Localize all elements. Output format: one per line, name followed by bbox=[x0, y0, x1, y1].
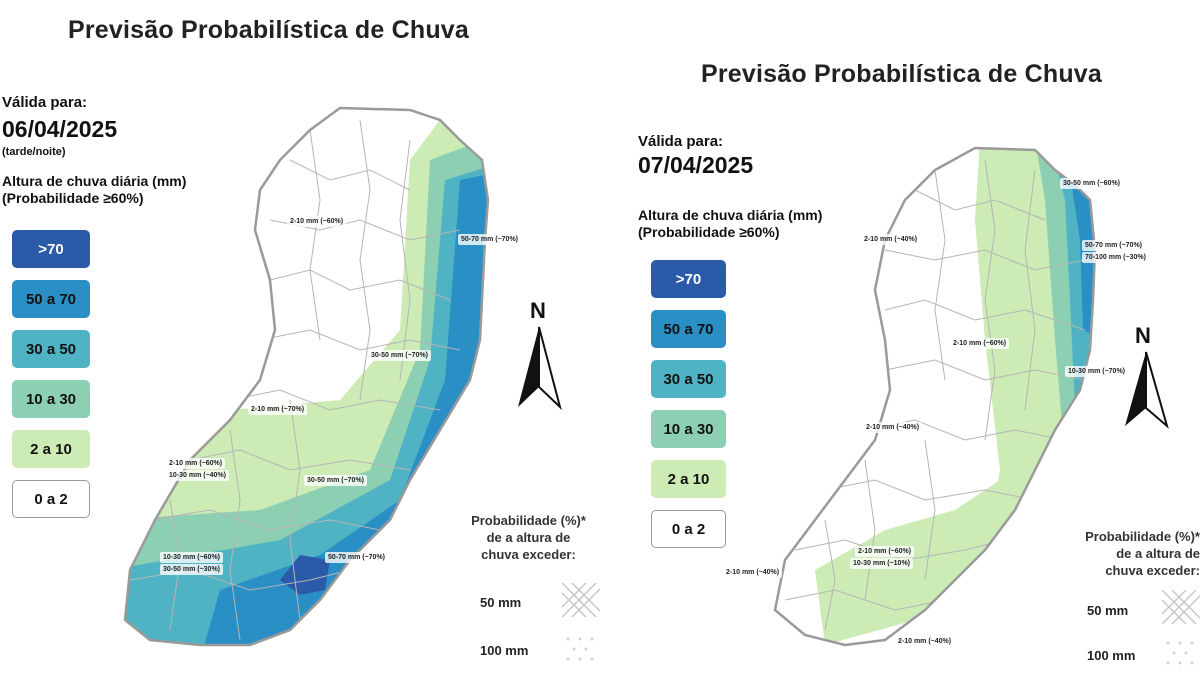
legend-item-10-30: 10 a 30 bbox=[12, 380, 90, 418]
probability-threshold-label: (Probabilidade ≥60%) bbox=[638, 224, 780, 240]
rain-height-label: Altura de chuva diária (mm) bbox=[2, 173, 187, 189]
forecast-panel-day2: Previsão Probabilística de Chuva Válida … bbox=[605, 0, 1200, 675]
hatch-50mm-icon bbox=[1162, 590, 1200, 624]
legend-item-0-2: 0 a 2 bbox=[12, 480, 90, 518]
forecast-period: (tarde/noite) bbox=[2, 146, 66, 158]
probability-title: Probabilidade (%)* de a altura de chuva … bbox=[452, 512, 605, 563]
map-label: 2-10 mm (~40%) bbox=[895, 636, 955, 647]
map-label: 70-100 mm (~30%) bbox=[1082, 252, 1149, 263]
north-arrow-icon bbox=[518, 326, 562, 410]
map-label: 30-50 mm (~70%) bbox=[304, 475, 368, 486]
north-arrow-icon bbox=[1125, 351, 1169, 429]
valid-for-label: Válida para: bbox=[638, 133, 724, 150]
map-label: 10-30 mm (~60%) bbox=[160, 552, 224, 563]
probability-title: Probabilidade (%)* de a altura de chuva … bbox=[1060, 528, 1200, 579]
rain-height-title: Altura de chuva diária (mm) (Probabilida… bbox=[638, 207, 822, 241]
probability-title-line: Probabilidade (%)* bbox=[471, 513, 586, 528]
hatch-100mm-icon bbox=[1166, 641, 1194, 665]
legend-item-2-10: 2 a 10 bbox=[651, 460, 726, 498]
rain-legend: >70 50 a 70 30 a 50 10 a 30 2 a 10 0 a 2 bbox=[12, 230, 90, 530]
map-label: 2-10 mm (~60%) bbox=[950, 338, 1010, 349]
legend-item-50-70: 50 a 70 bbox=[12, 280, 90, 318]
probability-threshold-label: (Probabilidade ≥60%) bbox=[2, 190, 144, 206]
map-label: 2-10 mm (~40%) bbox=[863, 422, 923, 433]
legend-item-30-50: 30 a 50 bbox=[12, 330, 90, 368]
legend-item-gt70: >70 bbox=[651, 260, 726, 298]
map-label: 2-10 mm (~40%) bbox=[723, 567, 783, 578]
legend-item-0-2: 0 a 2 bbox=[651, 510, 726, 548]
probability-50mm-label: 50 mm bbox=[480, 595, 522, 610]
map-label: 10-30 mm (~10%) bbox=[850, 558, 914, 569]
valid-for-label: Válida para: bbox=[2, 94, 88, 111]
map-label: 50-70 mm (~70%) bbox=[458, 234, 522, 245]
probability-title-line: de a altura de bbox=[1116, 546, 1200, 561]
state-rain-map bbox=[123, 106, 490, 647]
legend-item-10-30: 10 a 30 bbox=[651, 410, 726, 448]
legend-item-gt70: >70 bbox=[12, 230, 90, 268]
map-label: 10-30 mm (~40%) bbox=[166, 470, 230, 481]
legend-item-30-50: 30 a 50 bbox=[651, 360, 726, 398]
rain-height-title: Altura de chuva diária (mm) (Probabilida… bbox=[2, 173, 186, 207]
legend-item-50-70: 50 a 70 bbox=[651, 310, 726, 348]
map-label: 50-70 mm (~70%) bbox=[325, 552, 389, 563]
map-label: 2-10 mm (~60%) bbox=[287, 216, 347, 227]
map-label: 2-10 mm (~40%) bbox=[861, 234, 921, 245]
legend-item-2-10: 2 a 10 bbox=[12, 430, 90, 468]
probability-title-line: chuva exceder: bbox=[481, 547, 576, 562]
state-rain-map bbox=[773, 146, 1097, 647]
map-label: 2-10 mm (~70%) bbox=[248, 404, 308, 415]
map-label: 10-30 mm (~70%) bbox=[1065, 366, 1129, 377]
probability-title-line: chuva exceder: bbox=[1105, 563, 1200, 578]
forecast-date: 07/04/2025 bbox=[638, 152, 754, 178]
hatch-100mm-icon bbox=[566, 637, 594, 661]
panel-title: Previsão Probabilística de Chuva bbox=[701, 60, 1102, 88]
probability-title-line: Probabilidade (%)* bbox=[1085, 529, 1200, 544]
north-label: N bbox=[530, 298, 546, 323]
probability-50mm-label: 50 mm bbox=[1087, 603, 1129, 618]
map-label: 2-10 mm (~60%) bbox=[855, 546, 915, 557]
forecast-panel-day1: Previsão Probabilística de Chuva Válida … bbox=[2, 16, 605, 661]
map-label: 2-10 mm (~60%) bbox=[166, 458, 226, 469]
rain-legend: >70 50 a 70 30 a 50 10 a 30 2 a 10 0 a 2 bbox=[651, 260, 726, 560]
map-label: 30-50 mm (~30%) bbox=[160, 564, 224, 575]
north-label: N bbox=[1135, 323, 1151, 348]
probability-100mm-label: 100 mm bbox=[480, 643, 529, 658]
map-label: 30-50 mm (~60%) bbox=[1060, 178, 1124, 189]
hatch-50mm-icon bbox=[562, 583, 600, 617]
probability-title-line: de a altura de bbox=[486, 530, 571, 545]
forecast-date: 06/04/2025 bbox=[2, 116, 118, 142]
map-label: 50-70 mm (~70%) bbox=[1082, 240, 1146, 251]
map-label: 30-50 mm (~70%) bbox=[368, 350, 432, 361]
rain-height-label: Altura de chuva diária (mm) bbox=[638, 207, 823, 223]
panel-title: Previsão Probabilística de Chuva bbox=[68, 16, 469, 44]
probability-100mm-label: 100 mm bbox=[1087, 648, 1136, 663]
